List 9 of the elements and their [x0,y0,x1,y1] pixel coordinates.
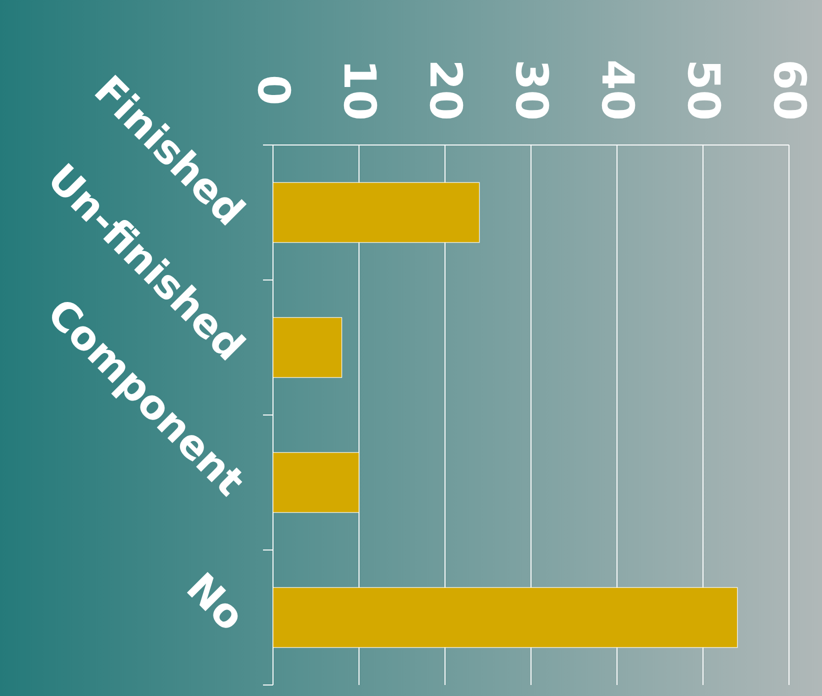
x-tick-label: 0 [248,74,298,106]
x-tick-label: 30 [506,59,556,121]
x-tick-label: 60 [764,59,814,121]
bar [272,317,342,378]
y-tick-label: No [177,564,253,640]
x-tick-label: 40 [592,59,642,121]
x-tick-label: 50 [678,59,728,121]
x-tick-label: 20 [420,59,470,121]
x-tick-label: 10 [334,59,384,121]
